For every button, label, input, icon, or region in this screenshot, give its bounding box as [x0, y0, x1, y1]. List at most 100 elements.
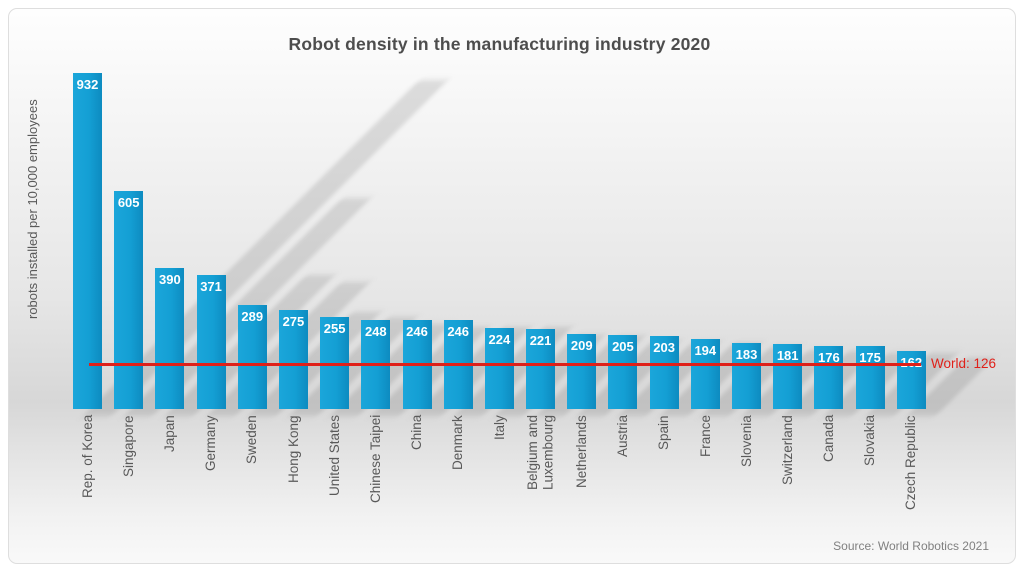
x-axis-label: Hong Kong [285, 415, 301, 483]
x-axis-label-cell: United States [320, 415, 349, 563]
bar: 175 [855, 346, 885, 409]
bar-value-label: 248 [364, 324, 387, 339]
x-axis-label: Switzerland [779, 415, 795, 485]
bar-value-label: 289 [241, 309, 264, 324]
bar-value-label: 275 [282, 314, 305, 329]
bar-cell: 390 [155, 73, 336, 416]
bar: 194 [690, 339, 720, 409]
bar-cell: 209 [567, 73, 682, 416]
chart-card: Robot density in the manufacturing indus… [8, 8, 1016, 564]
bar-value-label: 224 [488, 332, 511, 347]
bar-value-label: 390 [159, 272, 181, 287]
x-axis-label-cell: China [403, 415, 432, 563]
bar-value-label: 209 [570, 338, 593, 353]
bar: 371 [196, 275, 226, 409]
x-axis-label: Austria [615, 415, 631, 458]
bar: 932 [73, 73, 102, 409]
bar-value-label: 246 [406, 324, 428, 339]
x-axis-label-cell: Germany [197, 415, 226, 563]
x-axis-label-cell: Netherlands [567, 415, 596, 563]
bar-cell: 275 [278, 73, 417, 416]
bar-cell: 246 [443, 73, 572, 416]
bar-cell: 162 [896, 73, 994, 416]
x-axis-label: Sweden [244, 415, 260, 464]
bar-cell: 181 [773, 73, 878, 416]
bar-value-label: 221 [529, 333, 552, 348]
bar-value-label: 255 [323, 321, 346, 336]
x-axis-labels: Rep. of Korea Singapore Japan Germany Sweden… [73, 415, 926, 563]
bar-value-label: 175 [859, 350, 881, 365]
x-axis-label-cell: Spain [650, 415, 679, 563]
x-axis-label-cell: Hong Kong [279, 415, 308, 563]
x-axis-label: Japan [162, 415, 178, 452]
bar: 221 [526, 329, 556, 409]
bar-cell: 203 [649, 73, 762, 416]
bar-cell: 194 [690, 73, 800, 416]
bar: 162 [896, 351, 926, 409]
bar-cell: 183 [732, 73, 837, 416]
x-axis-label-cell: Rep. of Korea [73, 415, 102, 563]
bar-value-label: 203 [653, 340, 675, 355]
bar-cell: 605 [114, 73, 372, 416]
x-axis-label: United States [326, 415, 342, 497]
x-axis-label: Denmark [450, 415, 466, 470]
x-axis-label-cell: Chinese Taipei [361, 415, 390, 563]
y-axis-label: robots installed per 10,000 employees [25, 99, 40, 319]
x-axis-label: Germany [203, 415, 219, 471]
world-average-label: World: 126 [931, 356, 997, 371]
x-axis-label-cell: Italy [485, 415, 514, 563]
bar: 176 [814, 346, 844, 409]
x-axis-label-cell: France [691, 415, 720, 563]
bar: 203 [649, 336, 679, 409]
bar: 224 [484, 328, 514, 409]
x-axis-label-cell: Austria [608, 415, 637, 563]
source-note: Source: World Robotics 2021 [833, 539, 989, 553]
world-average-line [89, 363, 921, 366]
bar-value-label: 176 [818, 350, 840, 365]
x-axis-label: China [409, 415, 425, 451]
bar-value-label: 183 [735, 347, 758, 362]
bar-value-label: 371 [200, 279, 222, 294]
bar-value-label: 205 [612, 339, 634, 354]
bar-cell: 205 [608, 73, 722, 416]
bar: 181 [773, 344, 803, 409]
x-axis-label: Spain [656, 415, 672, 450]
bar: 289 [237, 305, 267, 409]
bar-value-label: 181 [776, 348, 799, 363]
bar-cell: 221 [526, 73, 646, 416]
bar-cell: 246 [402, 73, 531, 416]
x-axis-label-cell: Switzerland [773, 415, 802, 563]
bar-cell: 932 [73, 73, 448, 416]
bar-cell: 371 [196, 73, 370, 416]
bar: 390 [155, 268, 185, 409]
bar-cell: 175 [855, 73, 958, 416]
x-axis-label: Italy [491, 415, 507, 440]
bar: 605 [114, 191, 144, 409]
chart-title: Robot density in the manufacturing indus… [288, 34, 711, 54]
x-axis-label: France [697, 415, 713, 458]
x-axis-label-cell: Singapore [114, 415, 143, 563]
bar: 209 [567, 334, 597, 409]
bar-value-label: 246 [447, 324, 470, 339]
x-axis-label-cell: Belgium and Luxembourg [525, 415, 556, 563]
x-axis-label: Chinese Taipei [368, 415, 384, 504]
plot-area: 932 605 390 371 289 275 255 248 246 246 224 221 209 2… [73, 73, 994, 416]
x-axis-label: Slovenia [738, 415, 754, 467]
bar: 275 [278, 310, 308, 409]
bar-cell: 176 [814, 73, 917, 416]
bar-cell: 289 [237, 73, 381, 416]
x-axis-label-cell: Slovenia [732, 415, 761, 563]
bar-value-label: 605 [117, 195, 140, 210]
x-axis-label-cell: Denmark [444, 415, 473, 563]
x-axis-label-cell: Sweden [238, 415, 267, 563]
x-axis-label: Rep. of Korea [79, 415, 95, 499]
bar-value-label: 162 [897, 355, 926, 370]
bar-cell: 224 [484, 73, 605, 416]
bar-value-label: 194 [694, 343, 717, 358]
bar: 205 [608, 335, 638, 409]
bar-value-label: 932 [76, 77, 99, 92]
bar: 183 [732, 343, 761, 409]
x-axis-label: Singapore [120, 415, 136, 477]
x-axis-label-cell: Japan [155, 415, 184, 563]
x-axis-label: Belgium and Luxembourg [525, 415, 556, 491]
